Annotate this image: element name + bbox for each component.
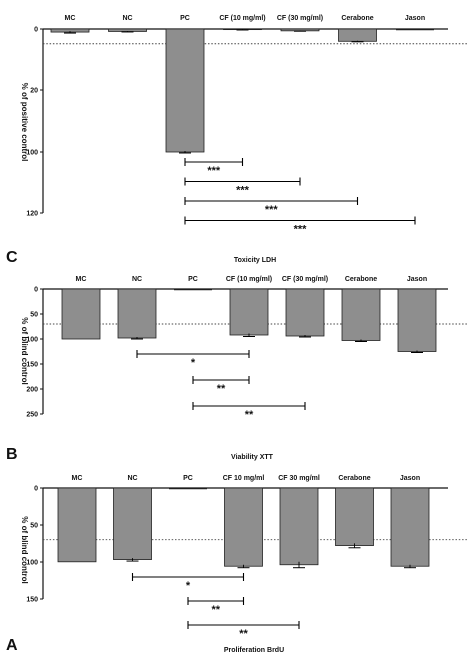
y-tick-label: 0: [34, 486, 38, 493]
category-label: Cerabone: [338, 475, 370, 482]
y-tick-label: 0: [34, 27, 38, 34]
bar: [390, 487, 430, 567]
significance-label: ***: [207, 165, 221, 177]
bar: [113, 487, 152, 560]
significance-label: **: [217, 383, 226, 395]
panel-a-letter: A: [6, 637, 18, 654]
significance-label: *: [191, 357, 196, 369]
panel-c-title: Toxicity LDH: [234, 257, 276, 264]
y-axis-label: % of blind control: [20, 317, 29, 385]
panel-b-letter: B: [6, 446, 18, 463]
y-tick-label: 50: [30, 523, 38, 530]
category-label: PC: [183, 475, 193, 482]
category-label: MC: [65, 15, 76, 22]
bar: [165, 28, 205, 153]
y-axis-label: % of blind control: [20, 516, 29, 584]
viability-xtt-panel: 0 50 100 150 % of blind control MC NC PC CF 10 m…: [20, 475, 468, 640]
category-label: PC: [180, 15, 190, 22]
bar: [341, 288, 381, 341]
significance-label: ***: [236, 185, 250, 197]
toxicity-ldh-panel: 0 50 100 150 200 250 % of blind control MC NC PC C…: [20, 276, 468, 421]
bar: [279, 487, 319, 566]
category-label: NC: [122, 15, 132, 22]
y-tick-label: 50: [30, 312, 38, 319]
significance-label: **: [211, 604, 220, 616]
bar: [61, 288, 101, 340]
category-label: MC: [72, 475, 83, 482]
category-label: CF 10 mg/ml: [223, 475, 265, 482]
significance-label: **: [239, 628, 248, 640]
category-label: MC: [76, 276, 87, 283]
category-label: Cerabone: [341, 15, 373, 22]
category-label: CF (30 mg/ml): [282, 276, 328, 283]
y-tick-label: 100: [26, 337, 38, 344]
bar: [335, 487, 374, 546]
bar: [229, 288, 269, 336]
category-label: Jason: [405, 15, 425, 22]
category-label: CF (30 mg/ml): [277, 15, 323, 22]
panel-c-letter: C: [6, 249, 18, 266]
y-tick-label: 20: [30, 88, 38, 95]
category-label: Cerabone: [345, 276, 377, 283]
y-tick-label: 150: [26, 597, 38, 604]
y-tick-label: 100: [26, 560, 38, 567]
panel-a-title: Proliferation BrdU: [224, 647, 284, 654]
significance-label: **: [245, 409, 254, 421]
category-label: Jason: [407, 276, 427, 283]
bar: [57, 487, 97, 563]
y-tick-label: 200: [26, 387, 38, 394]
category-label: CF (10 mg/ml): [226, 276, 272, 283]
significance-label: ***: [265, 204, 279, 216]
positive-control-panel: 0 20 100 120 % of positive control MC NC PC CF (…: [20, 15, 468, 236]
significance-label: ***: [294, 224, 308, 236]
category-label: NC: [132, 276, 142, 283]
bar: [338, 28, 377, 42]
y-tick-label: 150: [26, 362, 38, 369]
significance-label: *: [186, 580, 191, 592]
y-tick-label: 120: [26, 211, 38, 218]
category-label: CF (10 mg/ml): [219, 15, 265, 22]
bar: [117, 288, 157, 339]
panel-b-title: Viability XTT: [231, 454, 274, 461]
category-label: PC: [188, 276, 198, 283]
category-label: NC: [127, 475, 137, 482]
y-tick-label: 250: [26, 412, 38, 419]
y-tick-label: 0: [34, 287, 38, 294]
category-label: CF 30 mg/ml: [278, 475, 320, 482]
y-axis-label: % of positive control: [20, 83, 29, 162]
bar: [397, 288, 437, 352]
bar: [224, 487, 263, 567]
y-tick-label: 100: [26, 150, 38, 157]
category-label: Jason: [400, 475, 420, 482]
bar: [285, 288, 325, 337]
